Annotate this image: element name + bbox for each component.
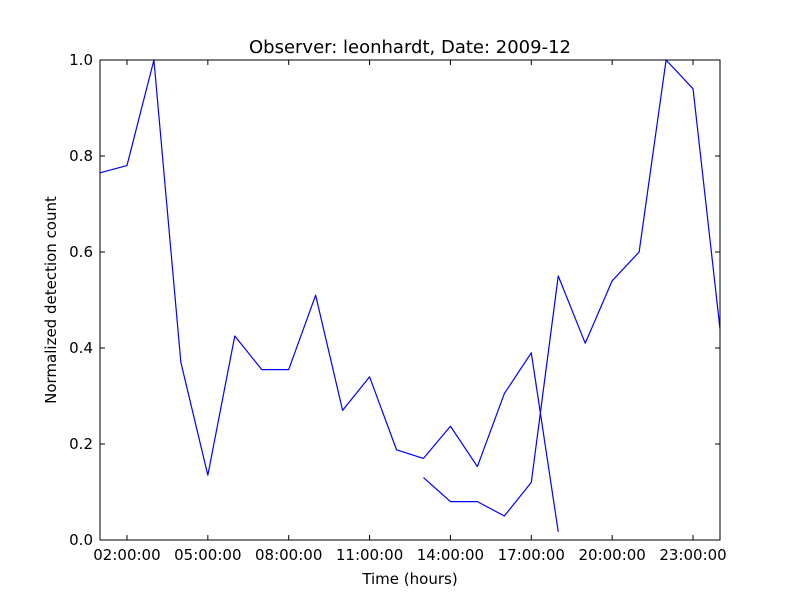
x-tick-label: 17:00:00	[498, 546, 565, 564]
x-tick-label: 08:00:00	[255, 546, 322, 564]
y-tick-label: 0.8	[69, 147, 93, 165]
x-tick-label: 02:00:00	[93, 546, 160, 564]
y-tick-label: 0.2	[69, 435, 93, 453]
plot-frame	[99, 59, 721, 541]
y-axis: 0.0 0.2 0.4 0.6 0.8 1.0	[69, 51, 720, 549]
y-tick-label: 0.4	[69, 339, 93, 357]
series-layer	[99, 59, 721, 532]
y-tick-label: 0.0	[69, 531, 93, 549]
y-tick-label: 0.6	[69, 243, 93, 261]
x-tick-label: 23:00:00	[659, 546, 726, 564]
x-tick-label: 11:00:00	[336, 546, 403, 564]
x-axis-label: Time (hours)	[361, 570, 457, 588]
x-tick-label: 14:00:00	[417, 546, 484, 564]
chart-title: Observer: leonhardt, Date: 2009-12	[249, 37, 571, 58]
series-line-2	[423, 59, 721, 517]
y-tick-label: 1.0	[69, 51, 93, 69]
y-axis-label: Normalized detection count	[42, 196, 60, 404]
x-axis: 02:00:00 05:00:00 08:00:00 11:00:00 14:00:00…	[93, 60, 727, 564]
x-tick-label: 05:00:00	[174, 546, 241, 564]
x-tick-label: 20:00:00	[578, 546, 645, 564]
series-line-1	[99, 59, 559, 532]
